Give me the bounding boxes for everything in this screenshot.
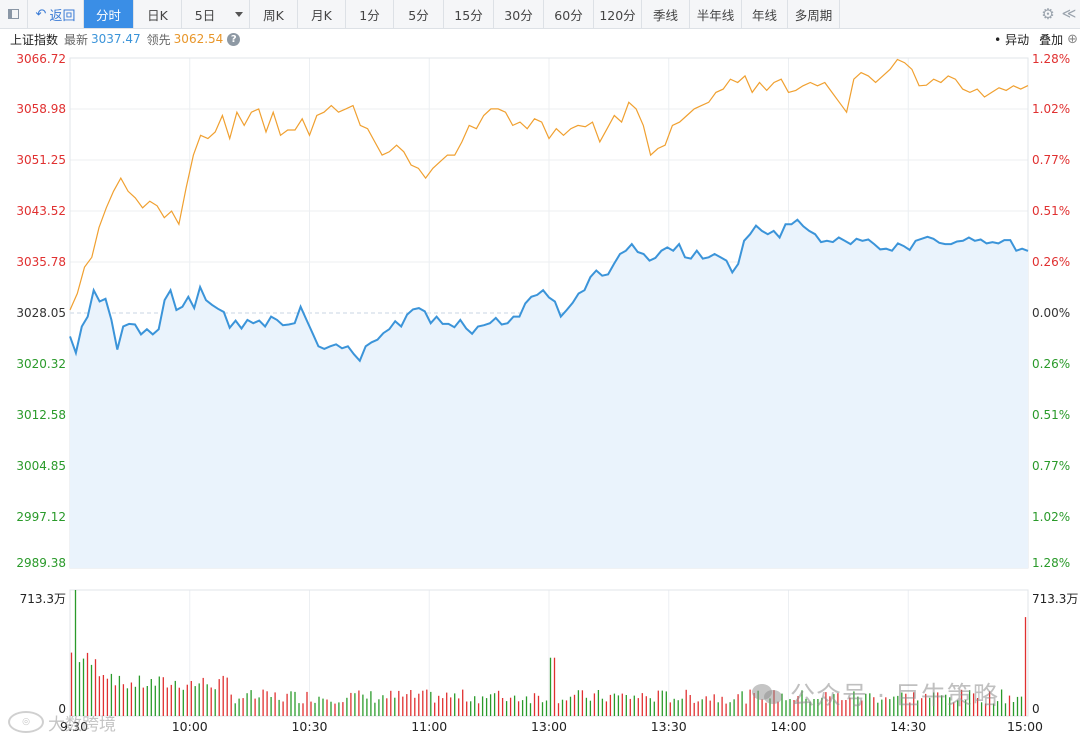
weibo-watermark: ◎ 大数跨境 <box>8 708 116 736</box>
tab-30min[interactable]: 30分 <box>494 0 544 28</box>
quote-info-bar: 上证指数 最新 3037.47 领先 3062.54 ? • 异动 叠加 ⊕ <box>0 29 1080 49</box>
chart-toolbar: ↶ 返回 分时 日K 5日 周K 月K 1分 5分 15分 30分 60分 120… <box>0 0 1080 29</box>
price-tick-label: 3035.78 <box>16 255 66 269</box>
percent-tick-label: 0.51% <box>1032 204 1070 218</box>
price-area-fill <box>70 219 1028 568</box>
price-axis-labels: 3066.72 3058.98 3051.25 3043.52 3035.78 3028.… <box>16 52 66 570</box>
tab-15min[interactable]: 15分 <box>444 0 494 28</box>
percent-tick-label: 0.77% <box>1032 459 1070 473</box>
lead-label: 领先 <box>146 32 171 47</box>
volume-max-label: 713.3万 <box>20 592 66 606</box>
time-tick-label: 11:00 <box>411 719 447 734</box>
volume-max-label-right: 713.3万 <box>1032 592 1078 606</box>
lead-line <box>69 58 1029 311</box>
percent-tick-label: 1.28% <box>1032 556 1070 570</box>
price-tick-label: 3028.05 <box>16 306 66 320</box>
percent-tick-label: 0.26% <box>1032 357 1070 371</box>
time-tick-label: 14:00 <box>770 719 806 734</box>
tab-weekly-k[interactable]: 周K <box>250 0 298 28</box>
wechat-watermark: 公众号 · 巨牛策略 <box>752 676 999 712</box>
time-tick-label: 15:00 <box>1007 719 1043 734</box>
time-tick-label: 9:30 <box>60 719 88 734</box>
anomaly-toggle[interactable]: • 异动 <box>994 32 1030 47</box>
tab-daily-k[interactable]: 日K <box>134 0 182 28</box>
overlay-button[interactable]: 叠加 <box>1039 32 1064 47</box>
tab-5min[interactable]: 5分 <box>394 0 444 28</box>
tab-multi-period[interactable]: 多周期 <box>788 0 840 28</box>
price-tick-label: 2989.38 <box>16 556 66 570</box>
time-tick-label: 13:00 <box>531 719 567 734</box>
percent-tick-label: 1.28% <box>1032 52 1070 66</box>
price-tick-label: 3066.72 <box>16 52 66 66</box>
price-tick-label: 3004.85 <box>16 459 66 473</box>
gear-icon[interactable]: ⚙ <box>1041 5 1055 23</box>
percent-tick-label: 0.51% <box>1032 408 1070 422</box>
percent-tick-label: 1.02% <box>1032 510 1070 524</box>
chart-canvas: 3066.72 3058.98 3051.25 3043.52 3035.78 3028.… <box>16 52 1079 734</box>
5day-dropdown[interactable] <box>228 0 250 28</box>
price-tick-label: 3020.32 <box>16 357 66 371</box>
back-arrow-icon: ↶ <box>35 6 47 22</box>
tab-monthly-k[interactable]: 月K <box>298 0 346 28</box>
tab-intraday[interactable]: 分时 <box>84 0 134 28</box>
index-name: 上证指数 <box>10 32 59 47</box>
price-tick-label: 3043.52 <box>16 204 66 218</box>
watermark2-text: 大数跨境 <box>48 714 116 735</box>
time-tick-label: 13:30 <box>651 719 687 734</box>
percent-tick-label: 1.02% <box>1032 102 1070 116</box>
wechat-icon <box>752 682 784 706</box>
tab-5day[interactable]: 5日 <box>194 7 216 23</box>
percent-tick-label: 0.00% <box>1032 306 1070 320</box>
tab-quarterly[interactable]: 季线 <box>642 0 690 28</box>
sidebar-toggle-icon[interactable] <box>0 0 28 28</box>
plus-icon[interactable]: ⊕ <box>1067 31 1078 47</box>
percent-axis-labels: 1.28% 1.02% 0.77% 0.51% 0.26% 0.00% 0.26% 0.51%… <box>1032 52 1070 570</box>
time-axis-labels: 9:30 10:00 10:30 11:00 13:00 13:30 14:00 14:30 1… <box>60 719 1043 734</box>
help-icon[interactable]: ? <box>227 32 241 46</box>
price-tick-label: 3058.98 <box>16 102 66 116</box>
back-button[interactable]: ↶ 返回 <box>28 0 84 28</box>
price-tick-label: 2997.12 <box>16 510 66 524</box>
latest-value: 3037.47 <box>91 32 141 46</box>
tab-yearly[interactable]: 年线 <box>742 0 788 28</box>
time-tick-label: 14:30 <box>890 719 926 734</box>
chevron-down-icon <box>234 11 243 17</box>
time-tick-label: 10:30 <box>291 719 327 734</box>
latest-label: 最新 <box>64 32 89 47</box>
volume-axis-labels: 713.3万 713.3万 0 0 <box>20 592 1079 716</box>
volume-bars <box>70 590 1027 716</box>
tab-half-year[interactable]: 半年线 <box>690 0 742 28</box>
collapse-icon[interactable]: ≪ <box>1061 6 1077 22</box>
time-tick-label: 10:00 <box>172 719 208 734</box>
price-tick-label: 3012.58 <box>16 408 66 422</box>
lead-value: 3062.54 <box>173 32 224 46</box>
volume-pane-border <box>69 589 1029 717</box>
watermark-text: 公众号 · 巨牛策略 <box>790 681 999 710</box>
weibo-icon: ◎ <box>8 711 44 733</box>
tab-60min[interactable]: 60分 <box>544 0 594 28</box>
price-line <box>69 218 1029 363</box>
tab-120min[interactable]: 120分 <box>594 0 642 28</box>
price-tick-label: 3051.25 <box>16 153 66 167</box>
percent-tick-label: 0.26% <box>1032 255 1070 269</box>
back-label: 返回 <box>49 8 76 24</box>
volume-min-label-right: 0 <box>1032 702 1040 716</box>
percent-tick-label: 0.77% <box>1032 153 1070 167</box>
volume-min-label: 0 <box>58 702 66 716</box>
tab-1min[interactable]: 1分 <box>346 0 394 28</box>
